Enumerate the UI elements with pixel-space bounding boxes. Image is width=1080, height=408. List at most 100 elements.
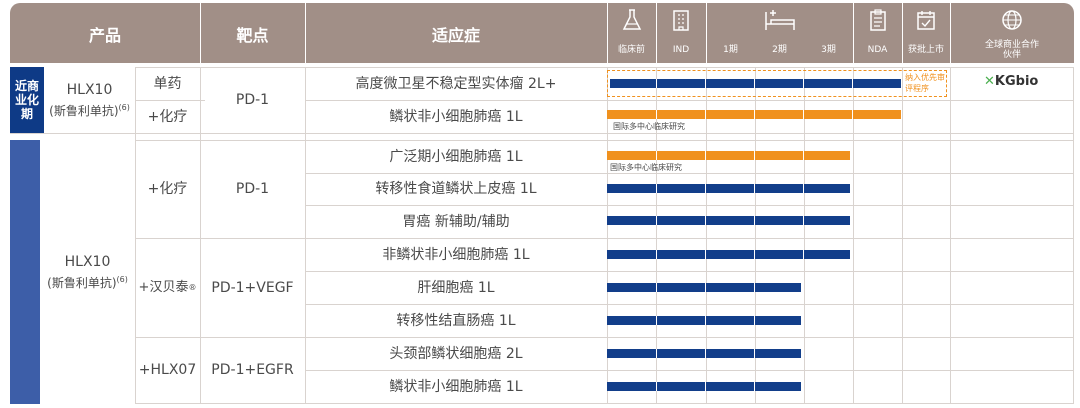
section1-product-alias: (斯鲁利单抗) [49,103,119,118]
progress-bar [607,184,850,193]
section1-product: HLX10 (斯鲁利单抗)(6) [44,67,135,133]
group2-combo: +汉贝泰 ® [135,238,200,337]
grid-row [305,370,1073,371]
stage-header-band [607,3,950,63]
globe-icon [950,8,1074,38]
bar-divider [705,151,706,160]
group2-indication-2: 肝细胞癌 1L [417,279,495,296]
grid-row [135,337,1073,338]
group2-target: PD-1+VEGF [211,279,294,296]
bar-divider [754,79,755,88]
stage-label-ind: IND [672,45,690,55]
stage-label-phase1: 1期 [723,45,738,55]
grid-col [804,67,805,404]
priority-review-box [607,70,947,97]
bar-divider [803,151,804,160]
progress-bar [607,283,801,292]
group1-indication-1: 广泛期小细胞肺癌 1L [389,148,523,165]
header-sep [607,3,608,63]
section1-combo-2: +化疗 [147,108,188,125]
header-sep [706,3,707,63]
grid-col [755,67,756,404]
stage-label-nda: NDA [867,45,888,55]
bar-divider [754,349,755,358]
bar-divider [705,283,706,292]
group2-combo-mark: ® [188,282,197,292]
grid-row [135,140,1073,141]
grid-col [853,67,854,404]
section1-indication-2: 鳞状非小细胞肺癌 1L [389,108,523,125]
partner-logo-text: KGbio [994,74,1039,89]
group3-target: PD-1+EGFR [211,362,294,378]
section1-product-name: HLX10 [66,81,113,98]
grid-row [135,238,1073,239]
bar-divider [705,216,706,225]
group1-target: PD-1 [235,181,270,197]
bar-divider [803,250,804,259]
bar-divider [656,250,657,259]
hospital-bed-icon [706,8,853,38]
bar-divider [705,316,706,325]
bar-divider [852,110,853,119]
progress-bar [607,250,850,259]
grid-row [305,271,1073,272]
section1-combo-1: 单药 [153,75,182,92]
grid-row [135,403,1073,404]
stage-label-preclinical: 临床前 [617,45,645,55]
group1-combo: +化疗 [147,181,188,197]
clipboard-icon [853,8,902,38]
mrct-note: 国际多中心临床研究 [613,122,685,131]
section2-product-alias: (斯鲁利单抗) [47,275,117,290]
progress-bar [607,316,801,325]
grid-row [305,205,1073,206]
priority-review-status: 纳入优先审评程序 [905,73,945,93]
grid-row [135,100,205,101]
grid-row [135,67,1073,68]
bar-divider [656,316,657,325]
section1-side-label-text: 近商业化期 [14,79,39,121]
grid-col [305,67,306,404]
header-sep [950,3,951,63]
grid-col [1073,67,1074,404]
grid-col [656,67,657,404]
grid-row [305,304,1073,305]
bar-divider [754,316,755,325]
bar-divider [754,283,755,292]
bar-divider [754,110,755,119]
header-target: 靶点 [236,26,269,45]
mrct-note: 国际多中心临床研究 [610,163,682,172]
bar-divider [656,184,657,193]
bar-divider [705,184,706,193]
section1-product-alias-wrap: (斯鲁利单抗)(6) [49,99,130,120]
bar-divider [656,216,657,225]
header-band [10,3,607,63]
group1-indication-3: 胃癌 新辅助/辅助 [402,213,510,230]
grid-col [607,67,608,404]
section1-side-label: 近商业化期 [10,67,44,133]
grid-row [305,100,1073,101]
bar-divider [754,184,755,193]
progress-bar [607,110,901,119]
bar-divider [656,110,657,119]
bar-divider [656,79,657,88]
header-band-right [950,3,1074,63]
stage-label-phase2: 2期 [772,45,787,55]
bar-divider [754,216,755,225]
bar-divider [754,382,755,391]
flask-icon [607,8,656,38]
section2-product-alias-wrap: (斯鲁利单抗)(6) [47,271,128,292]
bar-divider [656,349,657,358]
bar-divider [705,79,706,88]
section2-product-name: HLX10 [64,253,111,270]
header-product: 产品 [88,26,121,45]
bar-divider [803,216,804,225]
bar-divider [705,382,706,391]
group2-indication-1: 非鳞状非小细胞肺癌 1L [382,246,530,263]
progress-bar [607,382,801,391]
header-sep [656,3,657,63]
bar-divider [656,283,657,292]
group2-combo-text: +汉贝泰 [138,279,189,295]
bar-divider [705,349,706,358]
bar-divider [803,110,804,119]
group3-indication-1: 头颈部鳞状细胞癌 2L [389,345,523,362]
